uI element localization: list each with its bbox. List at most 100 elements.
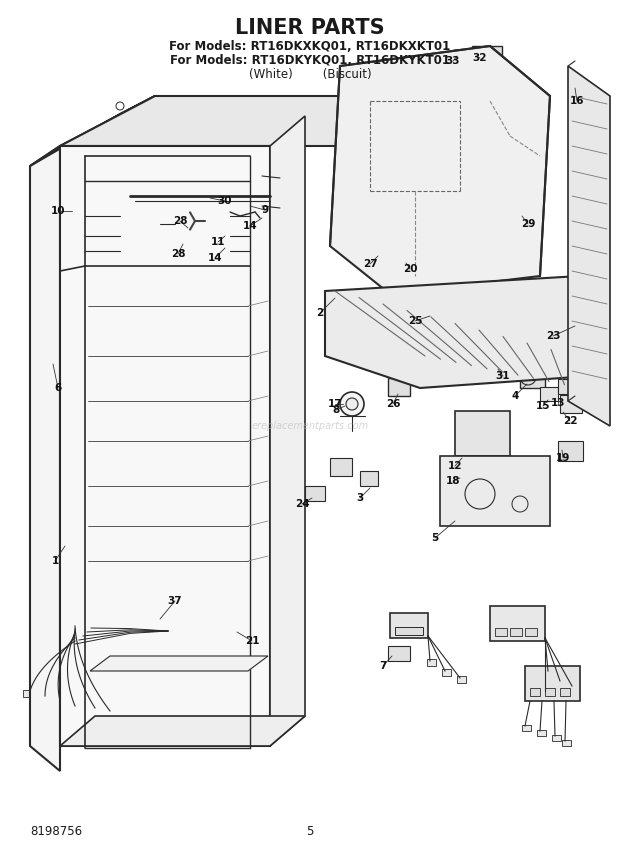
Bar (170, 190, 178, 196)
Text: 18: 18 (446, 476, 460, 486)
Text: 13: 13 (551, 398, 565, 408)
Circle shape (138, 616, 158, 636)
Bar (67, 706, 77, 713)
Text: 12: 12 (448, 461, 463, 471)
Text: For Models: RT16DKYKQ01, RT16DKYKT01: For Models: RT16DKYKQ01, RT16DKYKT01 (170, 54, 450, 67)
Bar (97, 711, 107, 718)
Bar (182, 212, 204, 228)
Bar (560, 688, 570, 696)
Bar (30, 611, 75, 641)
Text: LINER PARTS: LINER PARTS (235, 18, 385, 38)
Bar (452, 50, 470, 60)
Bar (490, 606, 545, 641)
Bar (560, 395, 582, 413)
Bar (510, 628, 522, 636)
Text: 32: 32 (472, 53, 487, 63)
Text: ereplacementparts.com: ereplacementparts.com (252, 421, 368, 431)
Text: 25: 25 (408, 316, 422, 326)
Bar (23, 690, 33, 697)
Text: 16: 16 (570, 96, 584, 106)
Text: 6: 6 (55, 383, 61, 393)
Text: For Models: RT16DKXKQ01, RT16DKXKT01: For Models: RT16DKXKQ01, RT16DKXKT01 (169, 40, 451, 53)
Bar (545, 669, 554, 676)
Text: 11: 11 (211, 237, 225, 247)
Bar (558, 441, 583, 461)
Bar (305, 486, 325, 501)
Bar (330, 458, 352, 476)
Bar (390, 613, 428, 638)
Bar (375, 248, 390, 258)
Bar (357, 203, 382, 221)
Text: 30: 30 (218, 196, 232, 206)
Bar (472, 46, 502, 58)
Text: 2: 2 (316, 308, 324, 318)
Bar (552, 735, 561, 741)
Bar (495, 628, 507, 636)
Circle shape (346, 398, 358, 410)
Text: 31: 31 (496, 371, 510, 381)
Bar (168, 618, 196, 638)
Text: 5: 5 (306, 825, 314, 838)
Circle shape (340, 392, 364, 416)
Bar (52, 701, 62, 708)
Polygon shape (325, 276, 590, 388)
Text: 17: 17 (328, 399, 342, 409)
Bar (440, 456, 550, 526)
Bar (370, 171, 450, 201)
Text: 14: 14 (208, 253, 223, 263)
Bar (32, 630, 42, 638)
Text: 23: 23 (546, 331, 560, 341)
Text: 22: 22 (563, 416, 577, 426)
Bar (83, 709, 93, 716)
Bar (457, 676, 466, 683)
Text: 21: 21 (245, 636, 259, 646)
Circle shape (400, 257, 412, 269)
Bar (522, 725, 531, 731)
Bar (442, 669, 451, 676)
Text: (White)        (Biscuit): (White) (Biscuit) (249, 68, 371, 81)
Polygon shape (270, 116, 305, 746)
Bar (460, 458, 505, 486)
Bar (37, 695, 47, 702)
Bar (542, 689, 551, 696)
Bar (569, 684, 578, 691)
Bar (525, 666, 580, 701)
Bar (530, 688, 540, 696)
Bar (537, 730, 546, 736)
Bar (558, 379, 578, 394)
Bar (262, 176, 270, 206)
Polygon shape (568, 66, 610, 426)
Bar (395, 627, 423, 635)
Text: 37: 37 (167, 596, 182, 606)
Text: 28: 28 (173, 216, 187, 226)
Text: 9: 9 (262, 205, 268, 215)
Polygon shape (60, 96, 405, 146)
Text: 8198756: 8198756 (30, 825, 82, 838)
Bar (388, 217, 408, 231)
Bar (388, 646, 410, 661)
Text: 24: 24 (294, 499, 309, 509)
Bar (455, 411, 510, 456)
Text: 15: 15 (536, 401, 551, 411)
Text: 5: 5 (432, 533, 438, 543)
Bar (220, 618, 248, 638)
Bar (360, 471, 378, 486)
Text: 26: 26 (386, 399, 401, 409)
Text: 20: 20 (403, 264, 417, 274)
Polygon shape (90, 656, 268, 671)
Text: 3: 3 (356, 493, 363, 503)
Bar (155, 191, 167, 199)
Bar (235, 200, 250, 208)
Bar (148, 99, 168, 111)
Bar (525, 628, 537, 636)
Text: 19: 19 (556, 453, 570, 463)
Polygon shape (330, 46, 550, 294)
Text: 14: 14 (242, 221, 257, 231)
Text: 33: 33 (446, 56, 460, 66)
Polygon shape (60, 716, 305, 746)
Circle shape (489, 362, 505, 378)
Bar (160, 211, 168, 236)
Text: 1: 1 (51, 556, 59, 566)
Text: 4: 4 (512, 391, 519, 401)
Bar (427, 659, 436, 666)
